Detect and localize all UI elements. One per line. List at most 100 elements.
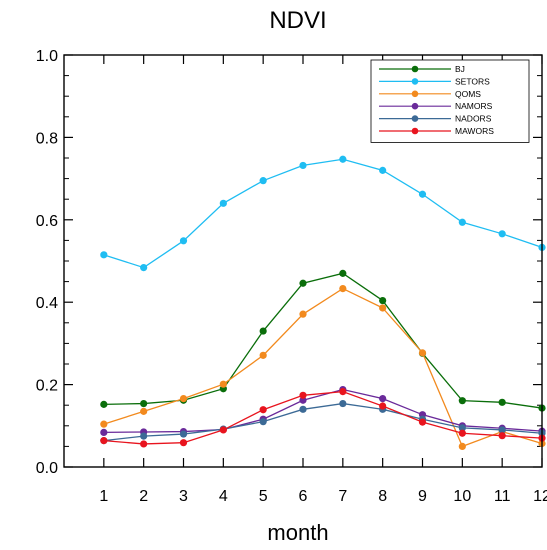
legend: BJ SETORS QOMS NAMORS NADORS MAWORS — [370, 59, 530, 143]
data-point — [339, 399, 347, 408]
data-point — [498, 432, 506, 440]
data-point — [339, 269, 347, 277]
data-point — [418, 349, 427, 357]
legend-box — [370, 59, 530, 143]
data-point — [140, 399, 148, 408]
data-point — [458, 218, 466, 226]
legend-label: NADORS — [455, 114, 492, 124]
data-point — [458, 442, 466, 450]
data-point — [379, 402, 387, 410]
tick-marks — [64, 54, 543, 468]
data-point — [339, 155, 347, 163]
x-tick-label: 3 — [179, 488, 188, 505]
x-tick-label: 7 — [338, 488, 347, 505]
series-mawors — [100, 388, 546, 448]
series-layer — [100, 155, 546, 450]
x-axis-label: month — [267, 520, 328, 545]
data-point — [339, 285, 347, 293]
series-line-namors — [103, 388, 543, 434]
series-line-setors — [103, 158, 543, 269]
data-point — [458, 397, 466, 405]
data-point — [299, 310, 307, 318]
data-point — [100, 251, 108, 259]
legend-label: SETORS — [455, 76, 490, 86]
data-point — [498, 426, 506, 434]
legend-entry: NADORS — [379, 114, 492, 124]
series-nadors — [100, 399, 546, 445]
legend-label: BJ — [455, 64, 465, 74]
data-point — [458, 429, 466, 437]
data-point — [299, 396, 307, 404]
data-point — [179, 395, 188, 403]
data-point — [219, 199, 227, 207]
legend-label: MAWORS — [455, 126, 494, 136]
series-line-mawors — [103, 390, 543, 445]
legend-entry: BJ — [379, 64, 465, 74]
y-tick-label: 0.2 — [36, 378, 58, 395]
legend-label: NAMORS — [455, 101, 493, 111]
x-tick-label: 9 — [418, 488, 427, 505]
legend-entry: QOMS — [379, 89, 481, 99]
data-point — [299, 405, 307, 413]
data-point — [379, 296, 387, 305]
series-line-qoms — [103, 287, 543, 448]
data-point — [418, 418, 427, 426]
legend-label: QOMS — [455, 89, 481, 99]
data-point — [100, 400, 108, 408]
data-point — [140, 440, 148, 448]
data-point — [100, 428, 108, 436]
legend-entry: MAWORS — [379, 126, 494, 136]
data-point — [259, 327, 267, 335]
data-point — [179, 439, 188, 447]
y-tick-label: 0.8 — [36, 130, 58, 147]
legend-entry: SETORS — [379, 76, 490, 86]
series-qoms — [100, 285, 546, 450]
data-point — [498, 230, 506, 238]
y-tick-label: 0.6 — [36, 213, 58, 230]
y-tick-label: 0.0 — [36, 460, 58, 477]
series-setors — [100, 155, 546, 272]
data-point — [458, 424, 466, 432]
x-tick-label: 10 — [453, 488, 471, 505]
data-point — [259, 418, 267, 426]
data-point — [379, 304, 387, 312]
data-point — [379, 166, 387, 174]
data-point — [299, 279, 307, 287]
x-tick-label: 12 — [533, 488, 547, 505]
data-point — [219, 380, 227, 388]
data-point — [379, 395, 387, 403]
legend-marker — [411, 90, 419, 98]
data-point — [339, 388, 347, 396]
legend-marker — [411, 127, 419, 135]
x-tick-label: 11 — [494, 488, 511, 505]
legend-marker — [411, 115, 419, 122]
tick-labels: 0.00.20.40.60.81.01 2 3 4 5 6 7 8 9 10 11 12 — [36, 48, 547, 505]
data-point — [259, 406, 267, 414]
series-line-bj — [103, 272, 543, 409]
data-point — [100, 420, 108, 428]
data-point — [259, 177, 267, 185]
y-tick-label: 1.0 — [36, 48, 58, 65]
series-bj — [100, 269, 546, 412]
data-point — [299, 161, 307, 170]
legend-marker — [411, 102, 419, 110]
x-tick-label: 8 — [378, 488, 387, 505]
data-point — [179, 430, 188, 438]
data-point — [140, 432, 148, 440]
legend-marker — [411, 78, 419, 85]
plot-frame — [63, 54, 543, 468]
y-tick-label: 0.4 — [36, 295, 58, 312]
data-point — [179, 237, 188, 245]
chart-title: NDVI — [269, 7, 326, 34]
data-point — [140, 407, 148, 415]
data-point — [259, 351, 267, 359]
data-point — [140, 263, 148, 272]
x-tick-label: 2 — [139, 488, 148, 505]
data-point — [418, 190, 427, 198]
x-tick-label: 4 — [219, 488, 228, 505]
x-tick-label: 5 — [259, 488, 268, 505]
series-line-nadors — [103, 402, 543, 442]
x-tick-label: 6 — [299, 488, 308, 505]
data-point — [100, 437, 108, 445]
